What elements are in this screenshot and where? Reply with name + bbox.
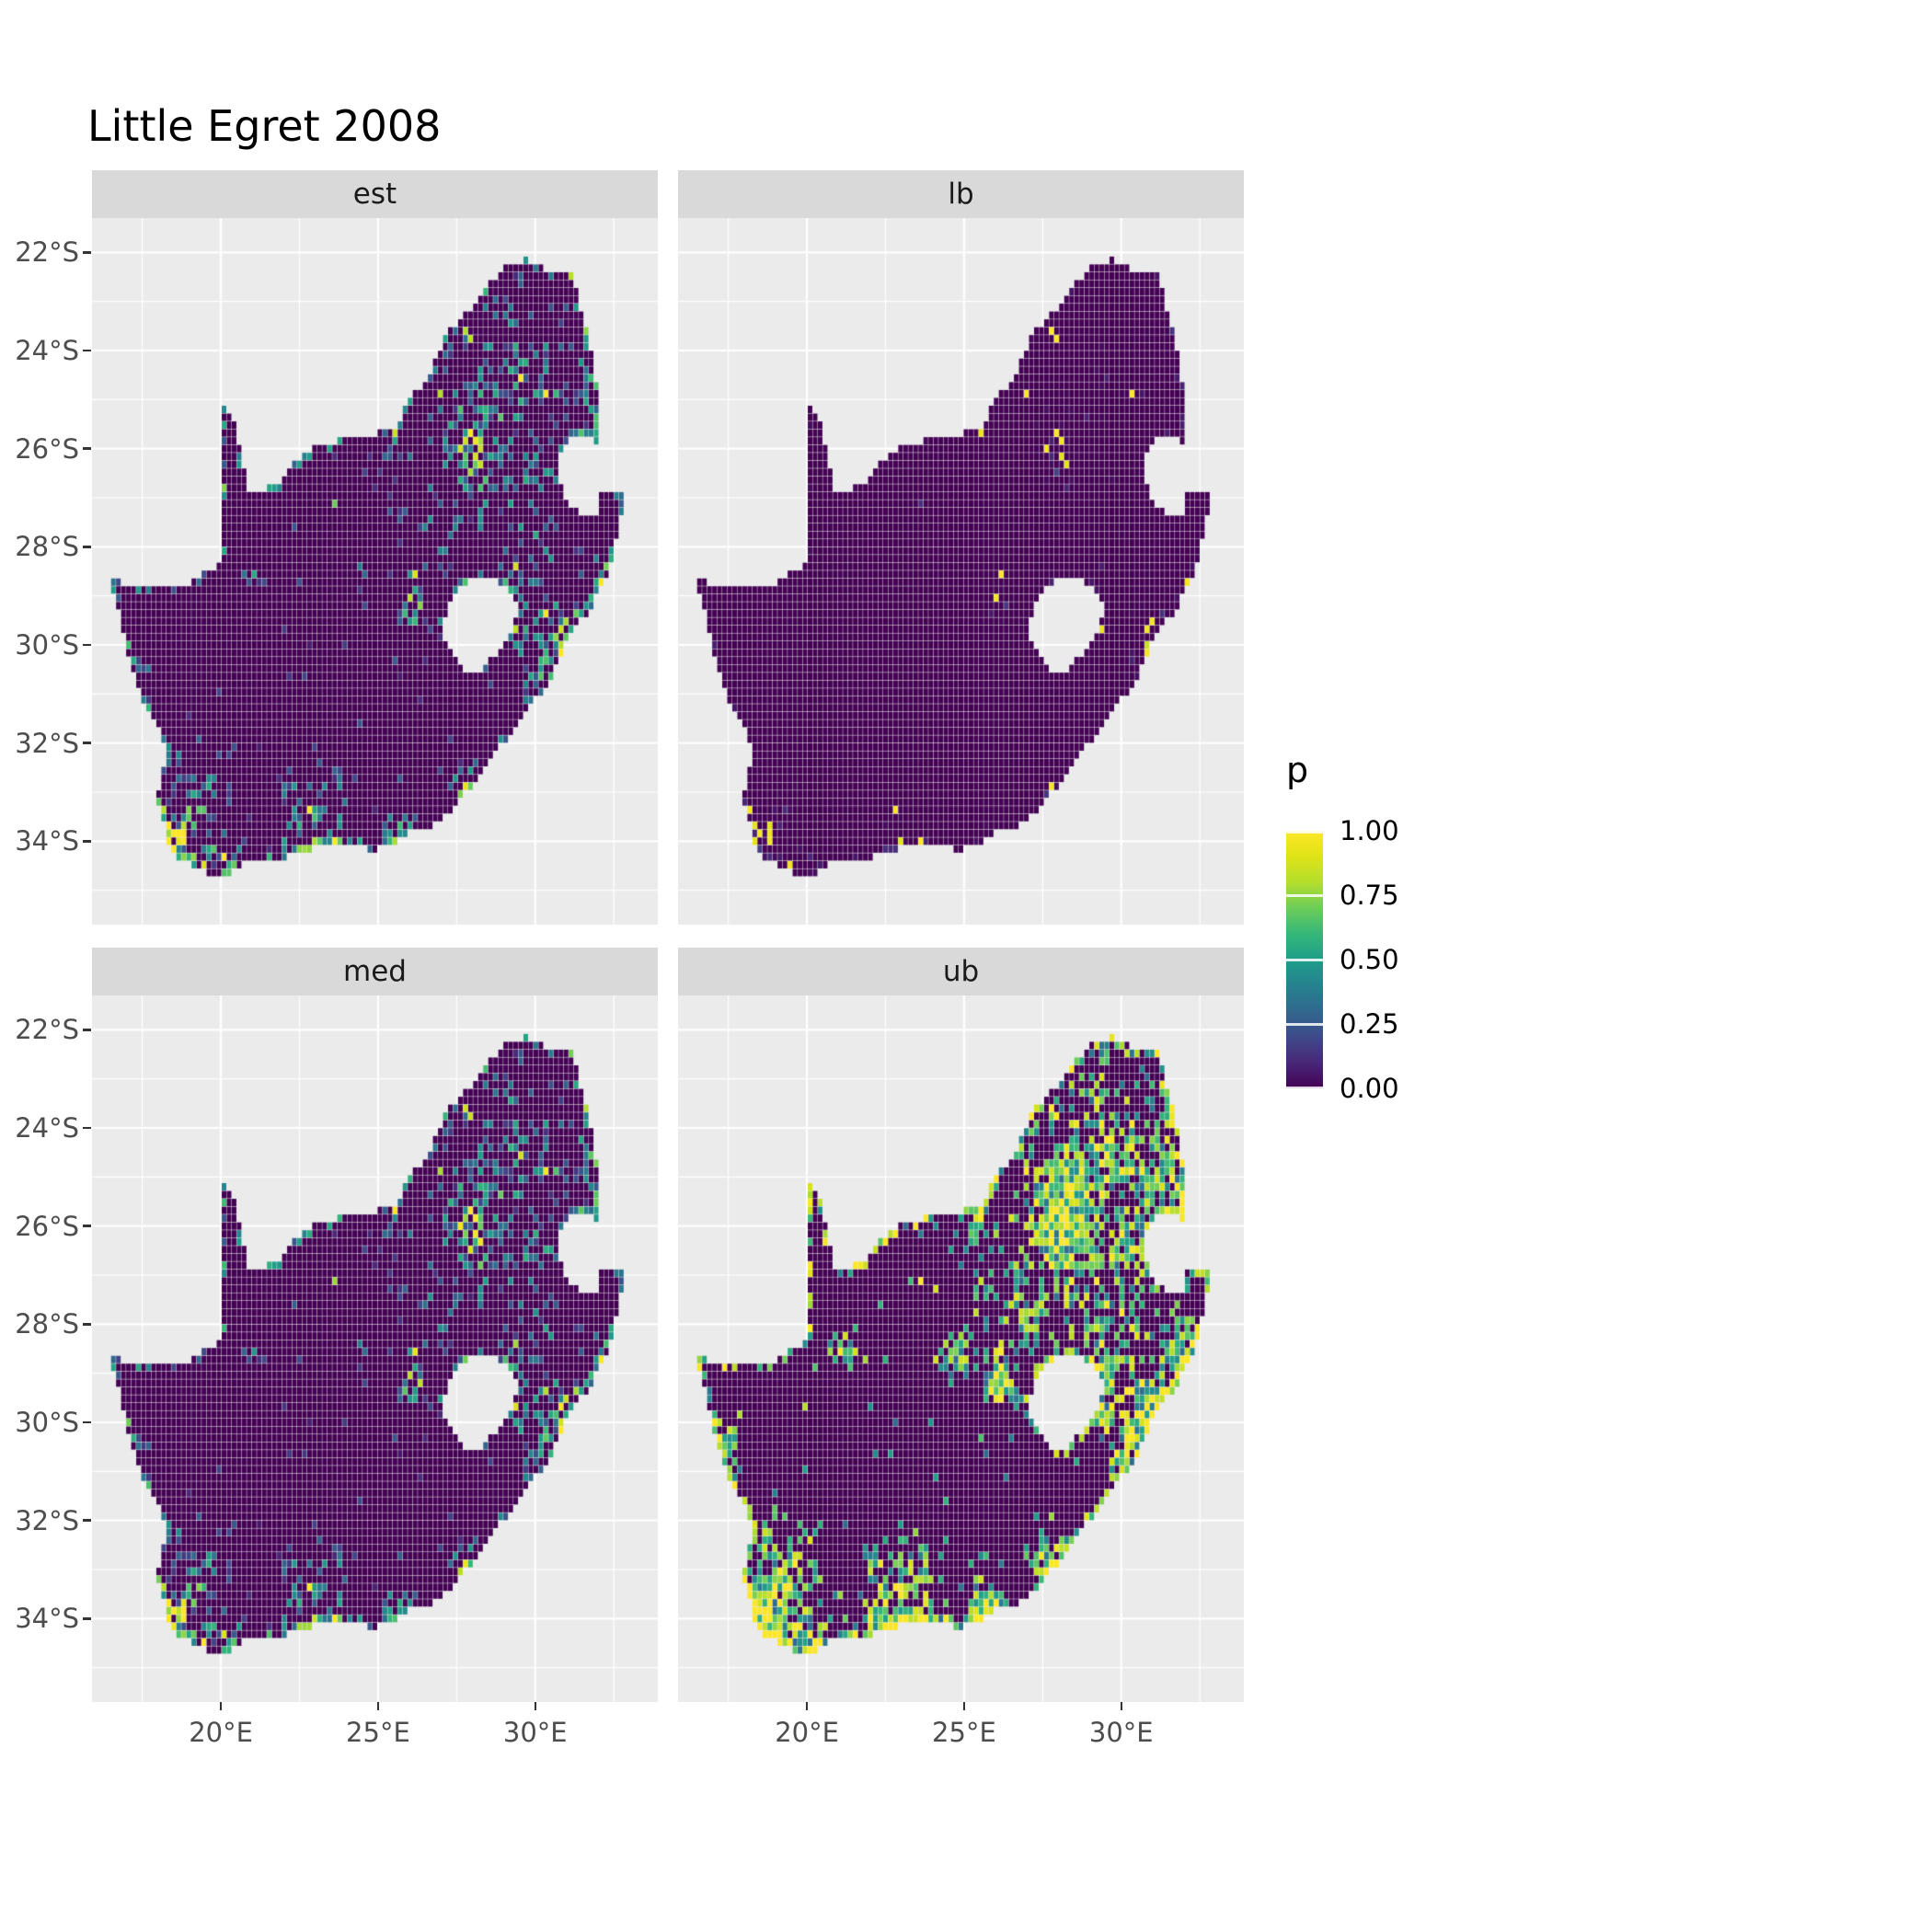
y-axis-tick: [83, 742, 91, 744]
x-axis-tick: [376, 1702, 380, 1710]
y-axis-label: 30°S: [15, 629, 79, 661]
y-axis-tick: [83, 546, 91, 548]
y-axis-label: 28°S: [15, 1308, 79, 1340]
x-axis-label: 25°E: [932, 1717, 996, 1748]
legend-colorbar: [1286, 831, 1323, 1088]
y-axis-label: 32°S: [15, 1504, 79, 1536]
y-axis-tick: [83, 1323, 91, 1326]
x-axis-tick: [219, 1702, 223, 1710]
x-axis-label: 20°E: [775, 1717, 839, 1748]
facet-strip-ub: ub: [678, 948, 1244, 995]
y-axis-label: 34°S: [15, 825, 79, 857]
legend-tick: [1286, 831, 1323, 834]
y-axis-tick: [83, 349, 91, 352]
y-axis-tick: [83, 1519, 91, 1522]
y-axis-label: 24°S: [15, 1112, 79, 1144]
x-axis-label: 20°E: [189, 1717, 253, 1748]
y-axis-label: 34°S: [15, 1603, 79, 1635]
y-axis-tick: [83, 840, 91, 843]
x-axis-tick: [962, 1702, 966, 1710]
y-axis-tick: [83, 1126, 91, 1130]
x-axis-label: 25°E: [346, 1717, 410, 1748]
x-axis-label: 30°E: [1088, 1717, 1154, 1748]
facet-strip-est: est: [92, 170, 658, 218]
legend-label-100: 1.00: [1340, 815, 1399, 846]
facet-strip-lb: lb: [678, 170, 1244, 218]
legend-tick: [1286, 1023, 1323, 1026]
map-panel-lb: [678, 218, 1244, 925]
y-axis-tick: [83, 1225, 91, 1227]
y-axis-label: 26°S: [15, 1210, 79, 1242]
x-axis-label: 30°E: [502, 1717, 568, 1748]
y-axis-label: 32°S: [15, 727, 79, 759]
legend-tick: [1286, 894, 1323, 897]
facet-strip-med: med: [92, 948, 658, 995]
x-axis-tick: [1120, 1702, 1122, 1710]
y-axis-tick: [83, 447, 91, 450]
x-axis-tick: [805, 1702, 809, 1710]
y-axis-tick: [83, 1029, 91, 1031]
y-axis-label: 30°S: [15, 1407, 79, 1438]
legend-label-075: 0.75: [1340, 880, 1399, 911]
legend-label-000: 0.00: [1340, 1073, 1399, 1104]
y-axis-tick: [83, 1420, 91, 1424]
legend-label-050: 0.50: [1340, 944, 1399, 975]
y-axis-tick: [83, 1617, 91, 1620]
y-axis-tick: [83, 643, 91, 647]
map-panel-ub: [678, 995, 1244, 1702]
map-panel-est: [92, 218, 658, 925]
legend-tick: [1286, 959, 1323, 961]
x-axis-tick: [534, 1702, 536, 1710]
plot-title: Little Egret 2008: [87, 101, 442, 151]
y-axis-label: 28°S: [15, 531, 79, 563]
y-axis-label: 26°S: [15, 432, 79, 465]
legend-title: p: [1286, 750, 1309, 790]
y-axis-label: 22°S: [15, 236, 79, 269]
y-axis-tick: [83, 251, 91, 254]
y-axis-label: 24°S: [15, 335, 79, 366]
legend-tick: [1286, 1086, 1323, 1088]
map-panel-med: [92, 995, 658, 1702]
y-axis-label: 22°S: [15, 1014, 79, 1046]
legend-label-025: 0.25: [1340, 1008, 1399, 1040]
